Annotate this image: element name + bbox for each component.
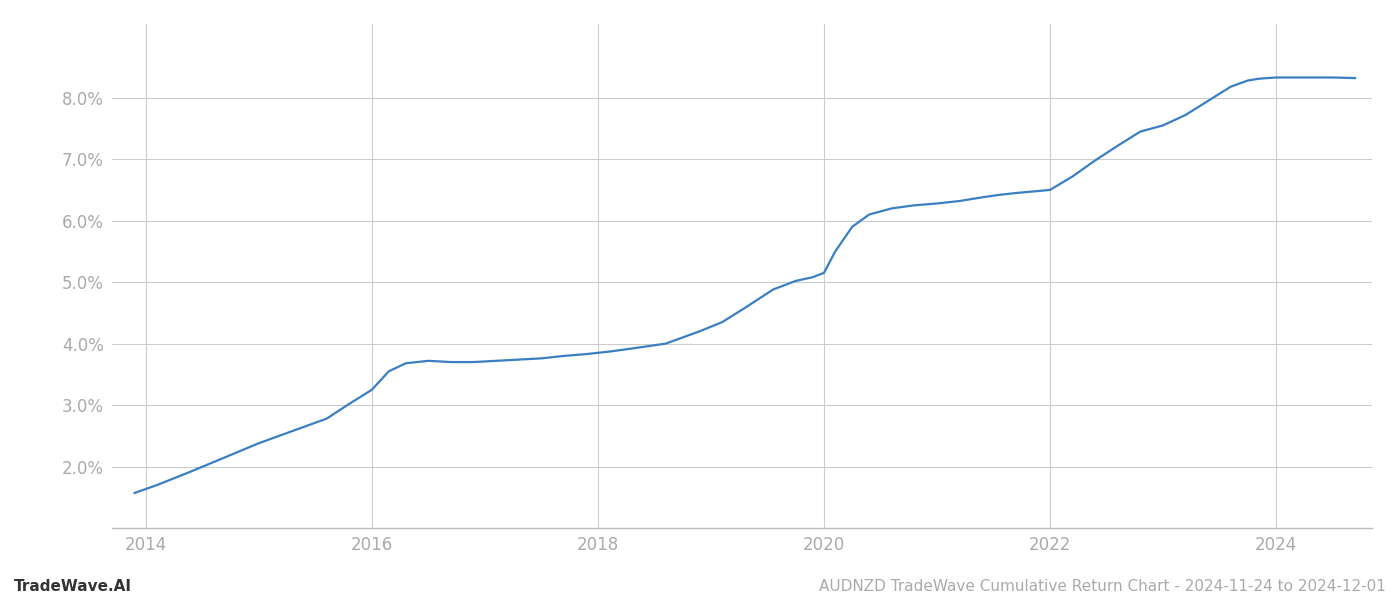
Text: AUDNZD TradeWave Cumulative Return Chart - 2024-11-24 to 2024-12-01: AUDNZD TradeWave Cumulative Return Chart… [819,579,1386,594]
Text: TradeWave.AI: TradeWave.AI [14,579,132,594]
